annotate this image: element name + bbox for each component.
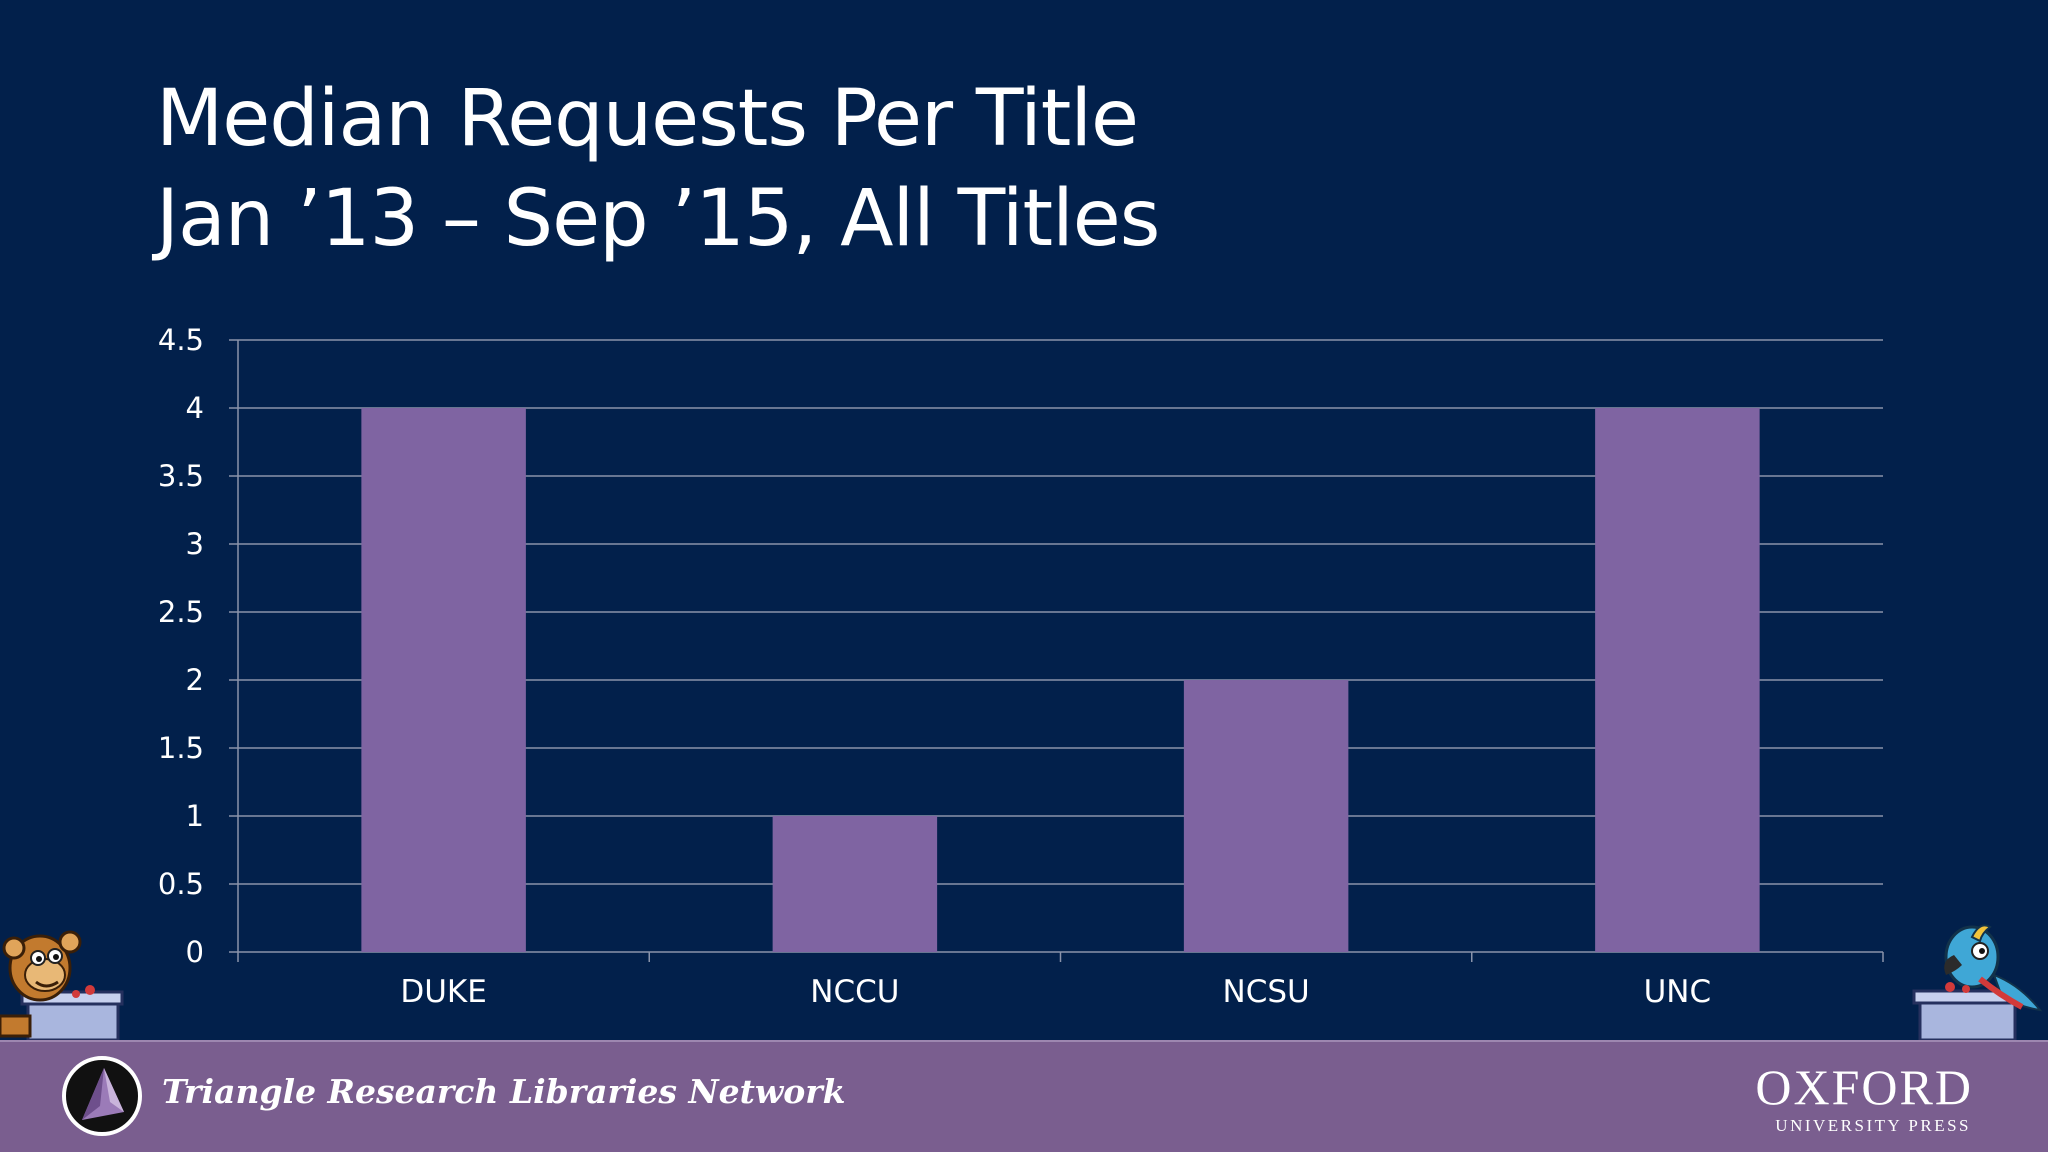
x-category-label: NCSU — [1223, 974, 1310, 1010]
y-tick-label: 1 — [186, 799, 204, 833]
y-tick-label: 3 — [186, 527, 204, 561]
footer-divider — [0, 1040, 2048, 1042]
footer-bar: Triangle Research Libraries Network OXFO… — [0, 1040, 2048, 1152]
slide-title: Median Requests Per Title — [156, 74, 1139, 164]
network-name: Triangle Research Libraries Network — [162, 1072, 846, 1111]
y-tick-label: 2 — [186, 663, 204, 697]
y-tick-label: 0.5 — [158, 867, 204, 901]
publisher-logo-subtitle: UNIVERSITY PRESS — [1775, 1116, 1971, 1135]
parrot-at-podium-icon — [1912, 924, 2043, 1040]
bar-unc — [1595, 408, 1760, 952]
pyramid-circle-logo — [62, 1056, 142, 1136]
bars — [361, 408, 1760, 952]
y-tick-label: 3.5 — [158, 459, 204, 493]
bar-chart: 0 0.5 1 1.5 2 2.5 3 3.5 4 4.5 DUKE NCCU NCSU UNC — [158, 323, 1884, 1010]
slide-subtitle: Jan ’13 – Sep ’15, All Titles — [156, 174, 1160, 264]
y-tick-label: 4.5 — [158, 323, 204, 357]
monkey-at-podium-icon — [0, 930, 124, 1040]
x-category-label: NCCU — [810, 974, 899, 1010]
publisher-logo-word: OXFORD — [1755, 1059, 1973, 1115]
y-tick-label: 0 — [186, 935, 204, 969]
x-category-label: UNC — [1644, 974, 1712, 1010]
x-category-labels: DUKE NCCU NCSU UNC — [400, 974, 1711, 1010]
bar-duke — [361, 408, 526, 952]
bar-ncsu — [1183, 680, 1349, 952]
bar-nccu — [772, 816, 938, 952]
y-tick-labels: 0 0.5 1 1.5 2 2.5 3 3.5 4 4.5 — [158, 323, 204, 969]
y-tick-label: 1.5 — [158, 731, 204, 765]
x-category-label: DUKE — [400, 974, 486, 1010]
y-tick-label: 2.5 — [158, 595, 204, 629]
y-tick-label: 4 — [186, 391, 204, 425]
